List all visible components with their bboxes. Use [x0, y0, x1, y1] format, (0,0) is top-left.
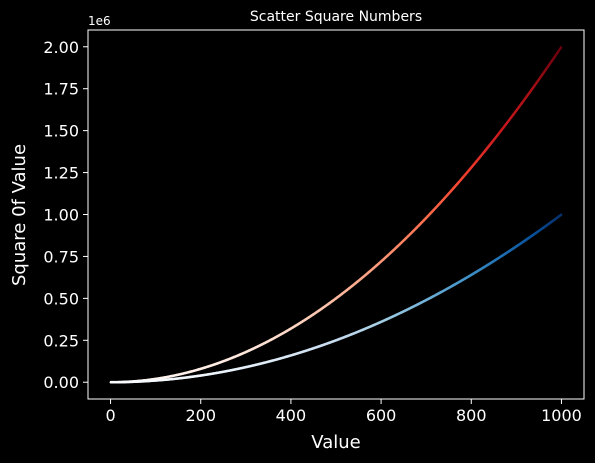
offset-label: 1e6 — [88, 14, 111, 28]
y-tick-label: 2.00 — [43, 38, 79, 57]
y-tick-label: 1.25 — [43, 164, 79, 183]
data-point — [559, 213, 563, 217]
y-tick-label: 1.00 — [43, 206, 79, 225]
y-tick-label: 0.50 — [43, 289, 79, 308]
x-tick-label: 0 — [105, 406, 115, 425]
x-tick-label: 600 — [366, 406, 397, 425]
x-tick-label: 200 — [185, 406, 216, 425]
x-axis-label: Value — [311, 432, 360, 453]
data-point — [559, 46, 563, 49]
y-tick-label: 0.25 — [43, 331, 79, 350]
x-axis-ticks: 0 200 400 600 800 1000 — [105, 399, 582, 425]
y-tick-label: 0.75 — [43, 247, 79, 266]
x-tick-label: 400 — [276, 406, 307, 425]
y-axis-ticks: 0.00 0.25 0.50 0.75 1.00 1.25 1.50 1.75 2.00 — [43, 38, 88, 392]
x-tick-label: 800 — [456, 406, 487, 425]
y-axis-label: Square 0f Value — [9, 144, 30, 286]
x-tick-label: 1000 — [541, 406, 582, 425]
y-tick-label: 1.50 — [43, 122, 79, 141]
y-tick-label: 1.75 — [43, 80, 79, 99]
data-points — [109, 46, 563, 384]
y-tick-label: 0.00 — [43, 373, 79, 392]
chart-title: Scatter Square Numbers — [250, 9, 422, 25]
